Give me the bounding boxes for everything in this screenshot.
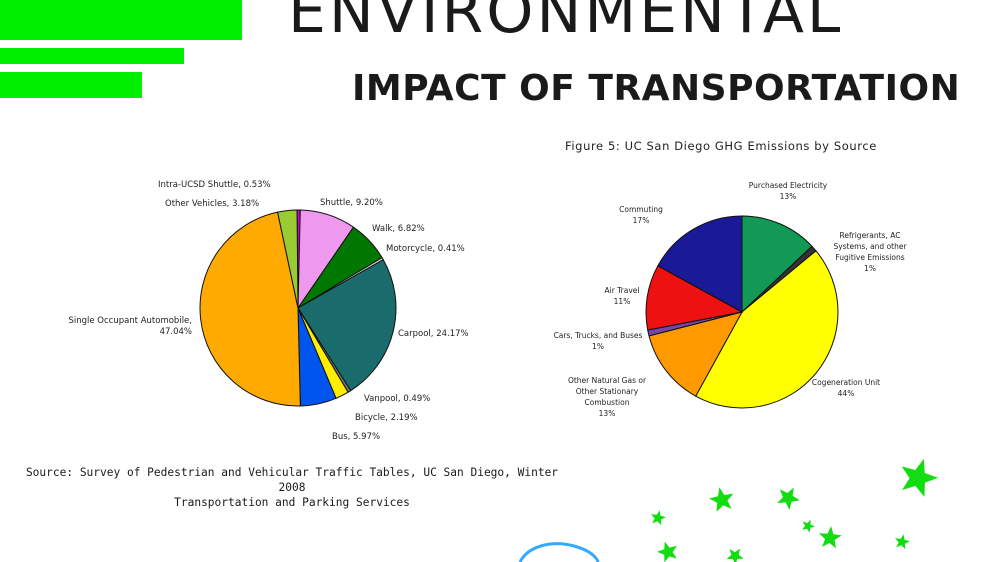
star-icon [777,487,800,510]
star-icon [802,519,815,533]
ghg-label-6: Commuting 17% [619,205,663,225]
commute-label-7: Bus, 5.97% [332,432,380,442]
star-icon [895,534,910,550]
source-line-2: Transportation and Parking Services [174,496,410,509]
ghg-slice-6 [657,215,743,313]
commute-label-9: Other Vehicles, 3.18% [165,199,259,209]
chart-title: Figure 5: UC San Diego GHG Emissions by … [565,139,877,153]
commute-label-0: Intra-UCSD Shuttle, 0.53% [158,180,271,190]
star-icon [819,526,842,549]
ghg-label-0: Purchased Electricity 13% [749,181,828,201]
commute-mode-pie-chart: Intra-UCSD Shuttle, 0.53% Shuttle, 9.20% W… [68,180,469,442]
star-icon [901,458,938,497]
commute-label-8: Single Occupant Automobile, 47.04% [68,316,192,337]
accent-bar-middle [0,48,184,64]
ghg-slice-2 [695,250,839,409]
commute-label-4: Carpool, 24.17% [398,329,469,339]
commute-label-2: Walk, 6.82% [372,224,425,234]
commute-label-3: Motorcycle, 0.41% [386,244,465,254]
accent-bar-top [0,0,242,40]
page-title: ENVIRONMENTAL [288,0,844,47]
page-subtitle: IMPACT OF TRANSPORTATION [352,68,961,109]
ghg-label-2: Cogeneration Unit 44% [812,378,880,398]
commute-slice-4 [297,259,397,392]
source-line-1: Source: Survey of Pedestrian and Vehicul… [25,466,559,494]
ghg-slice-5 [645,265,744,331]
source-note: Source: Survey of Pedestrian and Vehicul… [22,465,562,510]
ghg-label-1: Refrigerants, AC Systems, and other Fugiti… [833,231,907,273]
commute-label-1: Shuttle, 9.20% [320,198,383,208]
commute-slice-9 [276,209,299,309]
ghg-label-3: Other Natural Gas or Other Stationary Comb… [568,376,647,418]
commute-label-5: Vanpool, 0.49% [364,394,430,404]
ghg-slice-3 [648,311,743,397]
ghg-label-5: Air Travel 11% [605,286,640,306]
ghg-label-4: Cars, Trucks, and Buses 1% [554,331,643,351]
swirl-decoration [518,542,600,562]
commute-slice-8 [199,211,301,407]
star-icon [726,548,744,562]
star-icon [657,541,677,562]
star-icon [709,487,734,512]
commute-label-6: Bicycle, 2.19% [355,413,418,423]
star-icon [651,510,666,526]
ghg-slice-0 [741,215,813,314]
accent-bar-bottom [0,72,142,98]
ghg-emissions-pie-chart: Figure 5: UC San Diego GHG Emissions by … [554,139,908,418]
